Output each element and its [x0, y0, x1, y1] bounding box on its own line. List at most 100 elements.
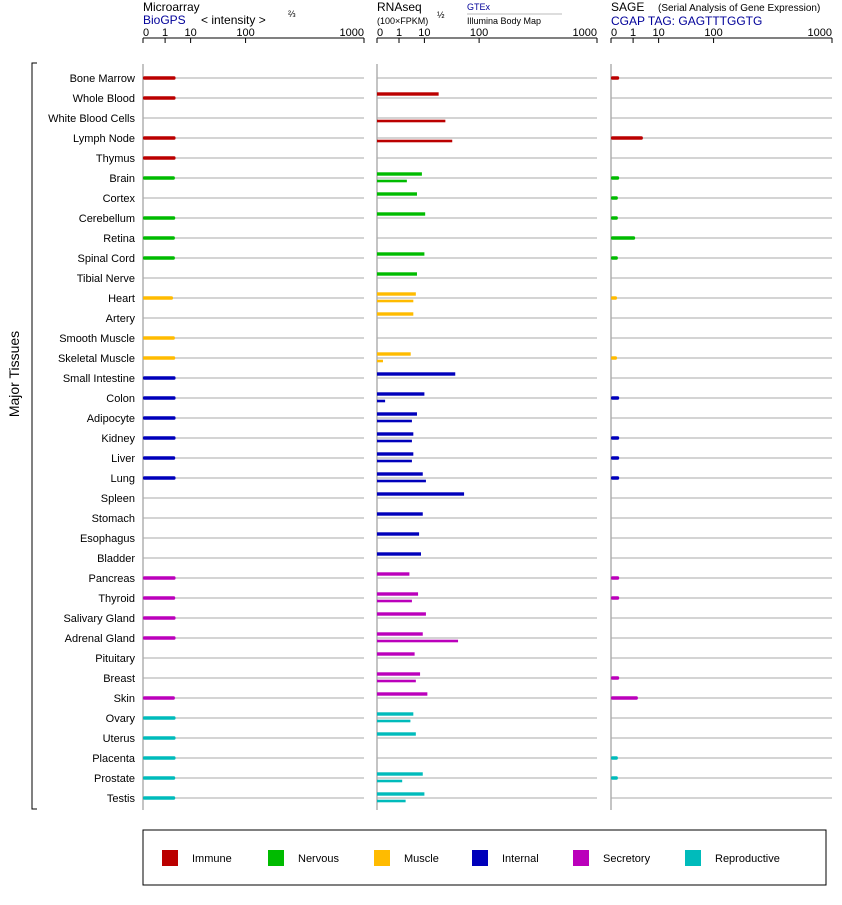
microarray-microarray-bar	[143, 356, 176, 360]
microarray-scale-exponent: ⅔	[288, 9, 296, 19]
tissue-label: Artery	[106, 313, 136, 325]
rnaseq-gtex-bar	[377, 512, 423, 516]
legend-swatch-reproductive	[685, 850, 701, 866]
rnaseq-ibm-bar	[377, 359, 383, 363]
microarray-microarray-bar	[143, 696, 175, 700]
legend-label-nervous: Nervous	[298, 853, 339, 865]
rnaseq-gtex-bar	[377, 592, 419, 596]
rnaseq-gtex-bar	[377, 632, 423, 636]
rnaseq-ibm-bar	[377, 459, 412, 463]
tissue-label: Salivary Gland	[63, 613, 135, 625]
microarray-microarray-bar	[143, 716, 176, 720]
sage-tag: CGAP TAG: GAGTTTGGTG	[611, 14, 762, 28]
microarray-microarray-bar	[143, 296, 173, 300]
tissue-label: Kidney	[101, 433, 135, 445]
rnaseq-gtex-bar	[377, 192, 417, 196]
sage-title: SAGE	[611, 0, 644, 14]
tissue-label: Spleen	[101, 493, 135, 505]
rnaseq-gtex-bar	[377, 452, 414, 456]
microarray-microarray-bar	[143, 416, 176, 420]
sage-sage-bar	[611, 396, 620, 400]
y-axis-label: Major Tissues	[6, 331, 22, 417]
rnaseq-gtex-bar	[377, 612, 426, 616]
rnaseq-gtex-bar	[377, 392, 425, 396]
sage-tick-label: 1	[630, 27, 636, 39]
tissue-label: White Blood Cells	[48, 113, 135, 125]
microarray-tick-label: 1000	[340, 27, 364, 39]
rnaseq-gtex-bar	[377, 652, 415, 656]
microarray-microarray-bar	[143, 436, 176, 440]
microarray-microarray-bar	[143, 796, 176, 800]
rnaseq-gtex-bar	[377, 492, 465, 496]
rnaseq-ibm-bar	[377, 639, 459, 643]
sage-sage-bar	[611, 216, 618, 220]
microarray-title: Microarray	[143, 0, 200, 14]
rnaseq-gtex-bar	[377, 252, 425, 256]
microarray-tick-label: 1	[162, 27, 168, 39]
microarray-microarray-bar	[143, 156, 176, 160]
microarray-microarray-bar	[143, 576, 176, 580]
legend-label-reproductive: Reproductive	[715, 853, 780, 865]
microarray-microarray-bar	[143, 256, 175, 260]
gtex-source: GTEx	[467, 2, 491, 12]
tissue-label: Brain	[109, 173, 135, 185]
rnaseq-gtex-bar	[377, 372, 456, 376]
legend-label-muscle: Muscle	[404, 853, 439, 865]
sage-sage-bar	[611, 476, 620, 480]
sage-sage-bar	[611, 696, 638, 700]
sage-tick-label: 1000	[808, 27, 832, 39]
microarray-microarray-bar	[143, 636, 176, 640]
microarray-microarray-bar	[143, 476, 176, 480]
rnaseq-ibm-bar	[377, 299, 414, 303]
legend-swatch-internal	[472, 850, 488, 866]
legend-swatch-immune	[162, 850, 178, 866]
sage-sage-bar	[611, 776, 618, 780]
rnaseq-scale-exponent: ½	[437, 10, 445, 20]
rnaseq-gtex-bar	[377, 732, 416, 736]
rnaseq-ibm-bar	[377, 679, 416, 683]
tissue-label: Placenta	[92, 753, 136, 765]
rnaseq-title: RNAseq	[377, 0, 422, 14]
legend-swatch-nervous	[268, 850, 284, 866]
rnaseq-gtex-bar	[377, 472, 423, 476]
rnaseq-ibm-bar	[377, 119, 446, 123]
legend-label-immune: Immune	[192, 853, 232, 865]
microarray-microarray-bar	[143, 76, 176, 80]
microarray-microarray-bar	[143, 396, 176, 400]
sage-sage-bar	[611, 256, 618, 260]
y-axis-bracket	[31, 62, 37, 810]
microarray-tick-label: 10	[184, 27, 196, 39]
rnaseq-gtex-bar	[377, 172, 422, 176]
rnaseq-ibm-bar	[377, 399, 386, 403]
rnaseq-gtex-bar	[377, 272, 417, 276]
sage-sage-bar	[611, 456, 620, 460]
microarray-microarray-bar	[143, 776, 176, 780]
rnaseq-gtex-bar	[377, 312, 414, 316]
microarray-scale-label: < intensity >	[201, 13, 266, 27]
tissue-label: Tibial Nerve	[77, 273, 135, 285]
sage-sage-bar	[611, 356, 617, 360]
tissue-label: Bone Marrow	[70, 73, 135, 85]
microarray-microarray-bar	[143, 216, 176, 220]
tissue-label: Cerebellum	[79, 213, 135, 225]
tissue-label: Lung	[111, 473, 135, 485]
rnaseq-gtex-bar	[377, 412, 417, 416]
sage-sage-bar	[611, 436, 620, 440]
microarray-microarray-bar	[143, 756, 176, 760]
legend-label-internal: Internal	[502, 853, 539, 865]
sage-sage-bar	[611, 576, 620, 580]
rnaseq-ibm-bar	[377, 439, 412, 443]
microarray-microarray-bar	[143, 596, 176, 600]
tissue-label: Prostate	[94, 773, 135, 785]
tissue-label: Liver	[111, 453, 135, 465]
tissue-label: Uterus	[103, 733, 136, 745]
rnaseq-gtex-bar	[377, 772, 423, 776]
sage-sage-bar	[611, 676, 620, 680]
rnaseq-tick-label: 10	[418, 27, 430, 39]
sage-subtitle: (Serial Analysis of Gene Expression)	[658, 3, 820, 14]
tissue-label: Skeletal Muscle	[58, 353, 135, 365]
rnaseq-gtex-bar	[377, 672, 421, 676]
rnaseq-tick-label: 0	[377, 27, 383, 39]
microarray-tick-label: 100	[236, 27, 254, 39]
